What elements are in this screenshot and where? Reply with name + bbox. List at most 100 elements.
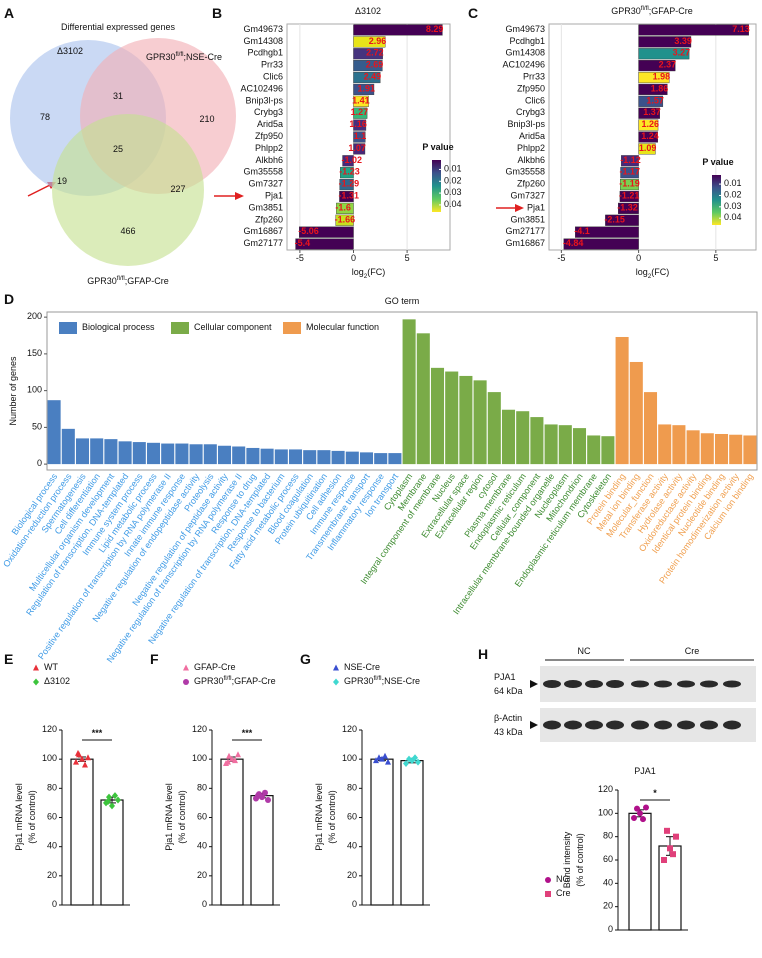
category-label: Gm3851 [510,215,545,225]
bar [353,131,366,143]
bar [353,83,375,95]
value-label: -1.17 [620,167,641,177]
bar [620,167,639,179]
data-point [673,833,679,840]
colorbar-tick-label: 0.02 [444,176,462,186]
significance: * [653,788,657,798]
y-tick-label: 150 [27,348,42,358]
bar [619,190,639,203]
y-axis-label: Band intensity [562,831,572,888]
bar [353,143,366,155]
category-label: AC102496 [240,84,283,94]
x-tick-label: -5 [557,253,565,263]
x-tick-label: 5 [405,253,410,263]
bar [353,60,383,72]
legend-label: Molecular function [306,322,379,332]
value-label: -1.12 [620,155,641,165]
category-label: Gm7327 [510,191,545,201]
chart-title: GO term [385,296,420,306]
category-label: Gm27177 [243,238,283,248]
bar [558,425,572,465]
category-label: Phlpp2 [517,143,545,153]
bar [501,409,516,465]
value-label: 2.49 [364,72,382,82]
value-label: 1.91 [357,84,375,94]
bar [353,71,381,84]
legend-marker [333,664,339,671]
legend-marker [545,891,551,897]
bar [620,179,639,191]
category-label: Zfp260 [255,215,283,225]
y-axis-label: (% of control) [27,790,37,844]
bar [530,417,544,465]
panel-letter: A [4,5,14,21]
legend-swatch [283,322,301,334]
bar [714,433,729,465]
value-label: 2.69 [366,60,384,70]
category-label: Pcdhgb1 [509,36,545,46]
bar [430,367,445,465]
bar [615,336,629,465]
y-tick-label: 0 [202,899,207,909]
y-tick-label: 100 [42,754,57,764]
data-point [73,758,79,765]
bar [729,434,743,465]
panel-letter: D [4,291,14,307]
value-label: -4.84 [563,238,584,248]
value-label: 7.13 [732,24,750,34]
category-label: Clic6 [263,72,283,82]
value-label: 2.37 [659,60,677,70]
panel-letter: H [478,646,488,662]
value-label: 1.86 [651,84,669,94]
category-label: Gm16867 [243,227,283,237]
value-label: 1.41 [352,96,370,106]
chart-title: PJA1 [634,766,656,776]
chart-title: Δ3102 [355,6,381,16]
bar [473,380,487,465]
value-label: -1.21 [619,191,640,201]
legend-swatch [171,322,189,334]
value-label: -1.31 [338,191,359,201]
bar [246,447,260,465]
bar [288,449,303,465]
colorbar-title: P value [702,157,733,167]
legend-label: Biological process [82,322,155,332]
bar [686,430,700,465]
bar [336,202,354,214]
y-tick-label: 80 [197,783,207,793]
y-tick-label: 80 [47,783,57,793]
category-label: Phlpp2 [255,143,283,153]
data-point [640,816,646,823]
y-axis-label: (% of control) [327,790,337,844]
legend-marker [33,678,39,686]
y-tick-label: 80 [347,783,357,793]
value-label: -1.66 [335,215,356,225]
category-label: Prr33 [261,60,283,70]
y-tick-label: 40 [603,878,613,888]
x-tick-label: 5 [713,253,718,263]
value-label: 1.09 [639,143,657,153]
value-label: 2.72 [366,48,384,58]
data-point [634,805,640,812]
y-tick-label: 100 [27,385,42,395]
value-label: -1.32 [617,203,638,213]
bar [47,400,61,465]
y-axis-label: Pja1 mRNA level [314,783,324,851]
data-point [670,851,676,858]
y-tick-label: 0 [352,899,357,909]
category-label: Pja1 [527,203,545,213]
category-label: Gm27177 [505,227,545,237]
y-tick-label: 60 [603,854,613,864]
bar [250,795,274,906]
category-label: Pcdhgb1 [247,48,283,58]
significance: *** [242,728,253,738]
value-label: 1.16 [349,119,367,129]
panel-letter: C [468,5,478,21]
data-point [112,792,118,800]
data-point [82,761,88,768]
category-label: Prr33 [523,72,545,82]
category-label: Gm35558 [505,167,545,177]
category-label: Gm49673 [243,24,283,34]
bar [416,333,430,465]
data-point [75,749,81,756]
